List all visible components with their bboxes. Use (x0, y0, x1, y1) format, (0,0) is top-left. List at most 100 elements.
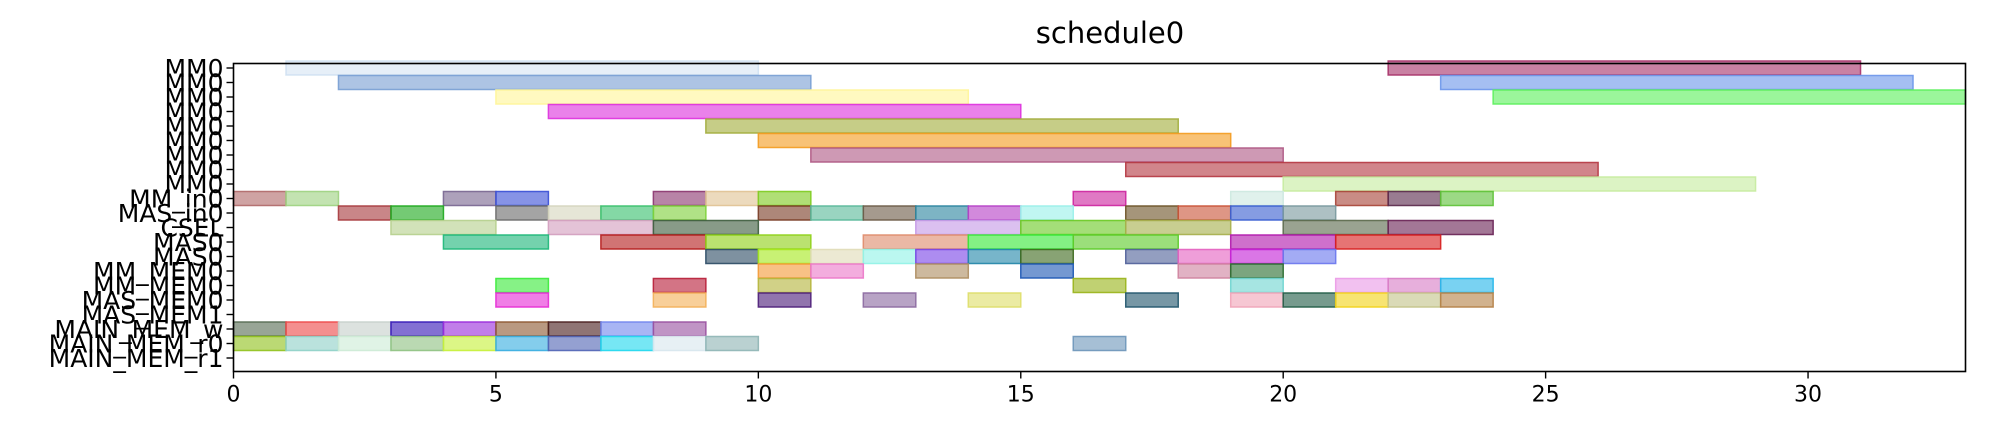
task-bar (1336, 293, 1388, 307)
task-bar (338, 337, 390, 351)
task-bar (1231, 192, 1283, 206)
task-bar (391, 221, 496, 235)
task-bar (443, 192, 495, 206)
task-bar (1126, 293, 1178, 307)
task-bar (234, 192, 286, 206)
task-bar (1441, 293, 1493, 307)
task-bar (968, 250, 1020, 264)
task-bar (1231, 250, 1283, 264)
task-bar (968, 235, 1073, 249)
task-bar (1178, 206, 1230, 220)
task-bar (1126, 250, 1178, 264)
task-bar (443, 337, 495, 351)
task-bar (1126, 206, 1178, 220)
task-bar (758, 250, 810, 264)
task-bar (338, 206, 390, 220)
task-bar (496, 206, 548, 220)
task-bar (1283, 206, 1335, 220)
task-bar (1388, 221, 1493, 235)
task-bar (653, 206, 705, 220)
task-bar (653, 322, 705, 336)
task-bar (601, 337, 653, 351)
task-bar (916, 221, 1021, 235)
task-bar (1073, 279, 1125, 293)
task-bar (1336, 235, 1441, 249)
task-bar (1021, 206, 1073, 220)
task-bar (338, 76, 810, 90)
task-bar (496, 322, 548, 336)
task-bar (234, 337, 286, 351)
task-bar (1126, 221, 1231, 235)
task-bar (863, 293, 915, 307)
task-bar (706, 337, 758, 351)
task-bar (286, 192, 338, 206)
task-bar (968, 293, 1020, 307)
task-bar (1231, 264, 1283, 278)
task-bar (496, 279, 548, 293)
task-bar (1336, 279, 1388, 293)
task-bar (391, 206, 443, 220)
task-bars (234, 61, 1966, 351)
task-bar (234, 322, 286, 336)
task-bar (548, 221, 653, 235)
y-tick-label: MAIN_MEM_r1 (49, 344, 224, 373)
task-bar (548, 206, 600, 220)
task-bar (1021, 250, 1073, 264)
task-bar (653, 279, 705, 293)
task-bar (496, 293, 548, 307)
task-bar (706, 235, 811, 249)
task-bar (706, 250, 758, 264)
task-bar (758, 206, 810, 220)
task-bar (653, 293, 705, 307)
task-bar (1231, 235, 1336, 249)
task-bar (1441, 279, 1493, 293)
task-bar (391, 337, 443, 351)
x-tick-label: 20 (1269, 383, 1297, 408)
task-bar (1231, 206, 1283, 220)
task-bar (811, 250, 863, 264)
task-bar (1073, 235, 1178, 249)
task-bar (1073, 337, 1125, 351)
task-bar (443, 235, 548, 249)
task-bar (548, 105, 1020, 119)
task-bar (758, 293, 810, 307)
chart-title: schedule0 (1036, 16, 1184, 50)
task-bar (1441, 192, 1493, 206)
y-axis: MM0MM0MM0MM0MM0MM0MM0MM0MM0MM_in0MAS_in0… (49, 54, 234, 373)
task-bar (286, 337, 338, 351)
task-bar (968, 206, 1020, 220)
x-tick-label: 25 (1532, 383, 1560, 408)
task-bar (1021, 221, 1126, 235)
task-bar (1178, 264, 1230, 278)
task-bar (916, 206, 968, 220)
task-bar (758, 264, 810, 278)
task-bar (653, 192, 705, 206)
task-bar (1283, 250, 1335, 264)
task-bar (1283, 293, 1335, 307)
task-bar (653, 337, 705, 351)
task-bar (548, 337, 600, 351)
task-bar (443, 322, 495, 336)
task-bar (601, 322, 653, 336)
task-bar (286, 322, 338, 336)
x-tick-label: 5 (489, 383, 503, 408)
task-bar (496, 192, 548, 206)
task-bar (391, 322, 443, 336)
task-bar (811, 148, 1283, 162)
task-bar (601, 235, 706, 249)
task-bar (758, 279, 810, 293)
task-bar (1388, 192, 1440, 206)
x-axis: 0 5 10 15 20 25 30 (227, 372, 1823, 408)
task-bar (1336, 192, 1388, 206)
task-bar (706, 119, 1178, 133)
task-bar (1493, 90, 1965, 104)
task-bar (758, 192, 810, 206)
task-bar (338, 322, 390, 336)
task-bar (1021, 264, 1073, 278)
task-bar (496, 90, 968, 104)
task-bar (1441, 76, 1913, 90)
task-bar (1283, 177, 1755, 191)
task-bar (916, 264, 968, 278)
task-bar (1283, 221, 1388, 235)
task-bar (863, 235, 968, 249)
